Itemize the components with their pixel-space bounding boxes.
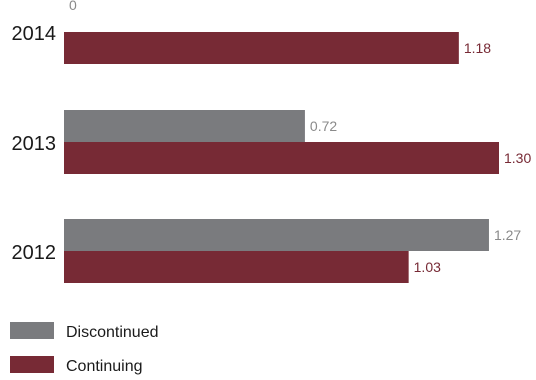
legend-label-continuing: Continuing [66, 358, 143, 375]
legend: Discontinued Continuing [10, 322, 159, 375]
bar-continuing-2014 [64, 32, 459, 64]
legend-swatch-continuing [10, 356, 54, 373]
data-label-discontinued-2013: 0.72 [310, 118, 337, 134]
bar-discontinued-2012 [64, 219, 489, 251]
category-label-2013: 2013 [12, 133, 57, 155]
bar-continuing-2012 [64, 251, 409, 283]
data-label-continuing-2013: 1.30 [504, 150, 531, 166]
bar-discontinued-2013 [64, 110, 305, 142]
category-label-2012: 2012 [12, 242, 57, 264]
data-label-discontinued-2012: 1.27 [494, 227, 521, 243]
data-label-continuing-2014: 1.18 [464, 40, 491, 56]
legend-label-discontinued: Discontinued [66, 324, 159, 341]
data-label-continuing-2012: 1.03 [414, 259, 441, 275]
bars-group: 2014 0 1.18 2013 0.72 1.30 2012 1.27 1.03 [12, 0, 531, 283]
bar-continuing-2013 [64, 142, 499, 174]
data-label-discontinued-2014: 0 [69, 0, 77, 13]
category-label-2014: 2014 [12, 23, 57, 45]
legend-swatch-discontinued [10, 322, 54, 339]
